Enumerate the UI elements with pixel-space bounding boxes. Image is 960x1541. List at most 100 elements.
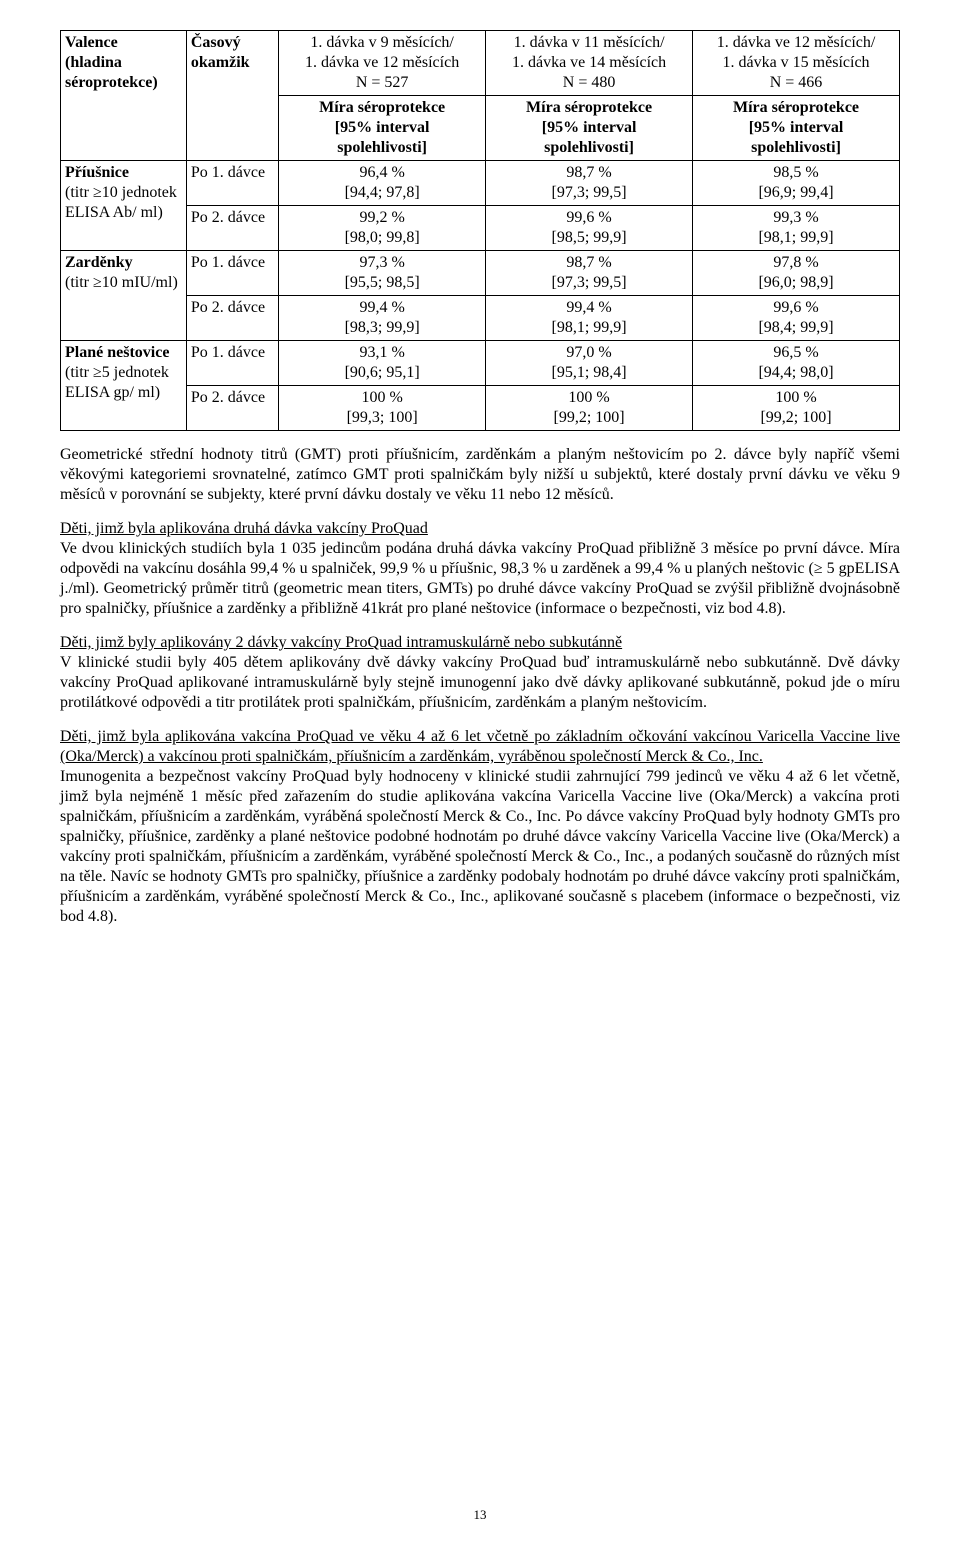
col-metric: Míra séroprotekce [95% interval spolehli…: [486, 96, 693, 161]
ci: [97,3; 99,5]: [552, 274, 627, 291]
section-title-im-sc: Děti, jimž byly aplikovány 2 dávky vakcí…: [60, 633, 900, 653]
col-dose-12-15: 1. dávka ve 12 měsících/ 1. dávka v 15 m…: [693, 31, 900, 96]
time-cell: Po 2. dávce: [186, 386, 278, 431]
group-mumps: Příušnice (titr ≥10 jednotek ELISA Ab/ m…: [61, 161, 187, 251]
data-cell: 97,8 % [96,0; 98,9]: [693, 251, 900, 296]
group-name: Zarděnky: [65, 254, 133, 271]
ci: [96,9; 99,4]: [758, 184, 833, 201]
table-row: Po 2. dávce 100 % [99,3; 100] 100 % [99,…: [61, 386, 900, 431]
col-metric: Míra séroprotekce [95% interval spolehli…: [693, 96, 900, 161]
col-dose-11-14-l2: 1. dávka ve 14 měsících: [512, 54, 666, 71]
pct: 96,4 %: [359, 164, 404, 181]
data-cell: 96,4 % [94,4; 97,8]: [279, 161, 486, 206]
col-dose-9-12-l1: 1. dávka v 9 měsících/: [310, 34, 454, 51]
second-dose-paragraph: Ve dvou klinických studiích byla 1 035 j…: [60, 539, 900, 619]
time-cell: Po 1. dávce: [186, 251, 278, 296]
col-valence-l1: Valence: [65, 34, 118, 51]
group-sub: (titr ≥10 mIU/ml): [65, 274, 178, 291]
seroprotection-table: Valence (hladina séroprotekce) Časový ok…: [60, 30, 900, 431]
data-cell: 98,5 % [96,9; 99,4]: [693, 161, 900, 206]
group-name: Příušnice: [65, 164, 129, 181]
im-sc-paragraph: V klinické studii byly 405 dětem aplikov…: [60, 653, 900, 713]
pct: 99,4 %: [359, 299, 404, 316]
col-time-l1: Časový: [191, 34, 241, 51]
data-cell: 98,7 % [97,3; 99,5]: [486, 161, 693, 206]
ci: [96,0; 98,9]: [758, 274, 833, 291]
col-dose-12-15-l2: 1. dávka v 15 měsících: [722, 54, 869, 71]
pct: 98,7 %: [566, 254, 611, 271]
ci: [95,1; 98,4]: [552, 364, 627, 381]
group-sub: (titr ≥10 jednotek ELISA Ab/ ml): [65, 184, 177, 221]
metric-l3: spolehlivosti]: [337, 139, 427, 156]
col-dose-11-14-l1: 1. dávka v 11 měsících/: [514, 34, 665, 51]
col-dose-9-12: 1. dávka v 9 měsících/ 1. dávka ve 12 mě…: [279, 31, 486, 96]
age-4-6-paragraph: Imunogenita a bezpečnost vakcíny ProQuad…: [60, 767, 900, 927]
pct: 99,2 %: [359, 209, 404, 226]
col-dose-11-14: 1. dávka v 11 měsících/ 1. dávka ve 14 m…: [486, 31, 693, 96]
pct: 97,0 %: [566, 344, 611, 361]
col-time-l2: okamžik: [191, 54, 250, 71]
metric-l2: [95% interval: [749, 119, 844, 136]
time-cell: Po 2. dávce: [186, 296, 278, 341]
gmt-paragraph: Geometrické střední hodnoty titrů (GMT) …: [60, 445, 900, 505]
ci: [98,4; 99,9]: [758, 319, 833, 336]
ci: [99,2; 100]: [554, 409, 625, 426]
metric-l2: [95% interval: [542, 119, 637, 136]
data-cell: 97,3 % [95,5; 98,5]: [279, 251, 486, 296]
data-cell: 97,0 % [95,1; 98,4]: [486, 341, 693, 386]
data-cell: 99,2 % [98,0; 99,8]: [279, 206, 486, 251]
data-cell: 99,3 % [98,1; 99,9]: [693, 206, 900, 251]
pct: 97,3 %: [359, 254, 404, 271]
pct: 100 %: [775, 389, 816, 406]
metric-l3: spolehlivosti]: [544, 139, 634, 156]
pct: 100 %: [361, 389, 402, 406]
ci: [95,5; 98,5]: [345, 274, 420, 291]
pct: 96,5 %: [773, 344, 818, 361]
col-dose-12-15-n: N = 466: [770, 74, 823, 91]
col-dose-9-12-l2: 1. dávka ve 12 měsících: [305, 54, 459, 71]
data-cell: 93,1 % [90,6; 95,1]: [279, 341, 486, 386]
pct: 98,7 %: [566, 164, 611, 181]
data-cell: 99,4 % [98,3; 99,9]: [279, 296, 486, 341]
group-sub: (titr ≥5 jednotek ELISA gp/ ml): [65, 364, 169, 401]
data-cell: 100 % [99,2; 100]: [693, 386, 900, 431]
table-row: Po 2. dávce 99,2 % [98,0; 99,8] 99,6 % […: [61, 206, 900, 251]
data-cell: 98,7 % [97,3; 99,5]: [486, 251, 693, 296]
ci: [98,5; 99,9]: [552, 229, 627, 246]
ci: [98,1; 99,9]: [758, 229, 833, 246]
col-valence-l2: (hladina: [65, 54, 122, 71]
pct: 97,8 %: [773, 254, 818, 271]
pct: 99,3 %: [773, 209, 818, 226]
ci: [97,3; 99,5]: [552, 184, 627, 201]
data-cell: 99,4 % [98,1; 99,9]: [486, 296, 693, 341]
metric-l2: [95% interval: [335, 119, 430, 136]
section-title-second-dose: Děti, jimž byla aplikována druhá dávka v…: [60, 519, 900, 539]
time-cell: Po 1. dávce: [186, 341, 278, 386]
data-cell: 99,6 % [98,5; 99,9]: [486, 206, 693, 251]
metric-l1: Míra séroprotekce: [526, 99, 652, 116]
pct: 99,6 %: [773, 299, 818, 316]
group-varicella: Plané neštovice (titr ≥5 jednotek ELISA …: [61, 341, 187, 431]
group-name: Plané neštovice: [65, 344, 169, 361]
table-row: Po 2. dávce 99,4 % [98,3; 99,9] 99,4 % […: [61, 296, 900, 341]
time-cell: Po 1. dávce: [186, 161, 278, 206]
col-valence-l3: séroprotekce): [65, 74, 158, 91]
pct: 99,6 %: [566, 209, 611, 226]
ci: [98,1; 99,9]: [552, 319, 627, 336]
group-rubella: Zarděnky (titr ≥10 mIU/ml): [61, 251, 187, 341]
ci: [94,4; 98,0]: [758, 364, 833, 381]
pct: 99,4 %: [566, 299, 611, 316]
col-dose-11-14-n: N = 480: [563, 74, 616, 91]
col-time: Časový okamžik: [186, 31, 278, 161]
metric-l1: Míra séroprotekce: [319, 99, 445, 116]
table-row: Plané neštovice (titr ≥5 jednotek ELISA …: [61, 341, 900, 386]
section-title-age-4-6: Děti, jimž byla aplikována vakcína ProQu…: [60, 727, 900, 767]
metric-l3: spolehlivosti]: [751, 139, 841, 156]
data-cell: 99,6 % [98,4; 99,9]: [693, 296, 900, 341]
table-header-row: Valence (hladina séroprotekce) Časový ok…: [61, 31, 900, 96]
table-row: Zarděnky (titr ≥10 mIU/ml) Po 1. dávce 9…: [61, 251, 900, 296]
ci: [99,3; 100]: [347, 409, 418, 426]
ci: [90,6; 95,1]: [345, 364, 420, 381]
pct: 100 %: [568, 389, 609, 406]
pct: 93,1 %: [359, 344, 404, 361]
